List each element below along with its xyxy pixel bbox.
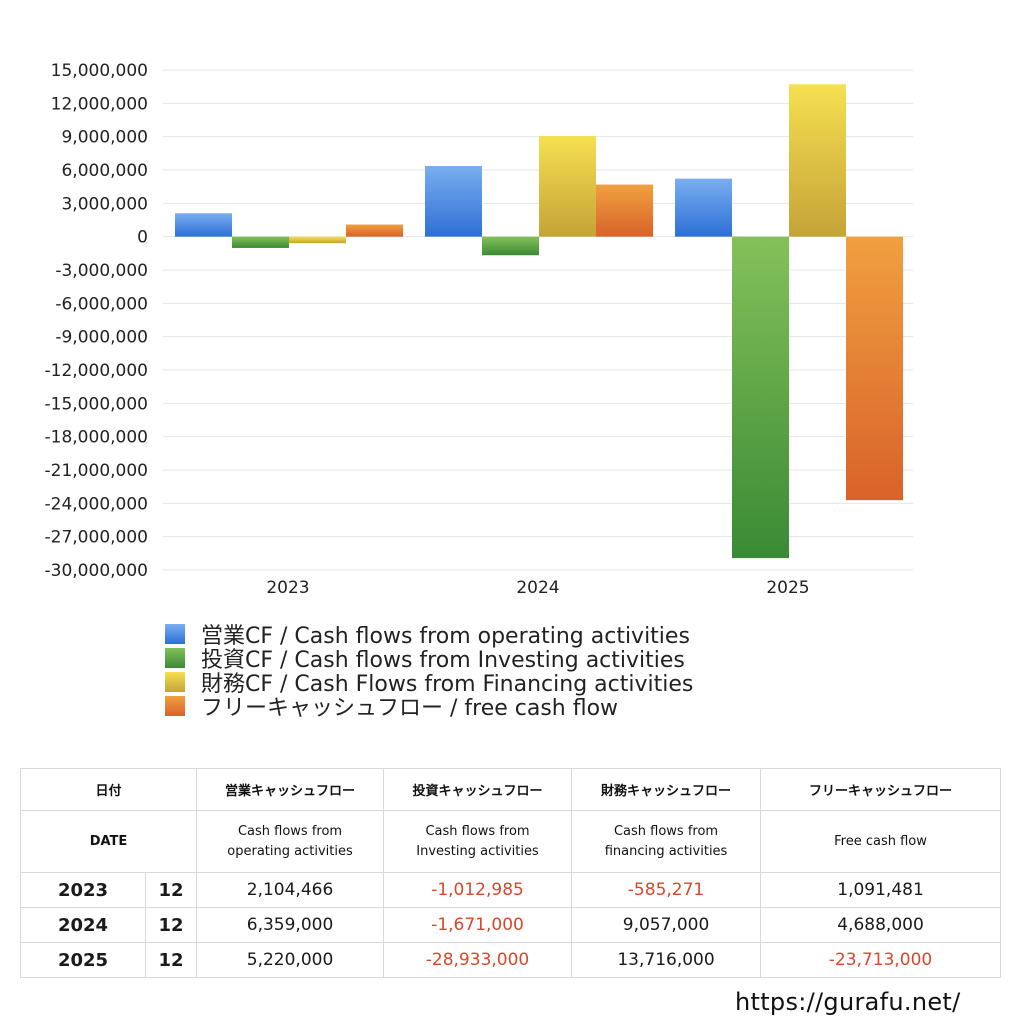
y-tick-label: 15,000,000 xyxy=(51,61,148,81)
site-url[interactable]: https://gurafu.net/ xyxy=(735,988,961,1016)
header-operating-en-line-1: Cash flows from xyxy=(237,823,343,839)
legend-item-free: フリーキャッシュフロー / free cash flow xyxy=(165,694,693,721)
header-financing-jp: 財務キャッシュフロー xyxy=(571,768,762,811)
y-tick-label: -3,000,000 xyxy=(55,261,148,281)
bar xyxy=(596,184,653,237)
bar xyxy=(732,236,789,559)
legend-label-free: フリーキャッシュフロー / free cash flow xyxy=(201,696,619,721)
x-axis-ticks: 2023 2024 2025 xyxy=(266,578,809,598)
x-tick-label: 2024 xyxy=(516,578,559,598)
header-financing-en: Cash flows from financing activities xyxy=(571,810,762,873)
legend-item-operating: 営業CF / Cash flows from operating activit… xyxy=(165,622,693,649)
y-tick-label: 0 xyxy=(137,228,148,248)
x-tick-label: 2023 xyxy=(266,578,309,598)
row-free: 4,688,000 xyxy=(760,907,1002,943)
header-financing-en-line-1: Cash flows from xyxy=(613,823,719,839)
y-tick-label: 3,000,000 xyxy=(61,194,148,214)
table-row: 2025 12 5,220,000 -28,933,000 13,716,000… xyxy=(20,942,1002,978)
row-month: 12 xyxy=(144,872,198,908)
table-header-en: DATE Cash flows from operating activities… xyxy=(19,810,1002,873)
legend-item-investing: 投資CF / Cash flows from Investing activit… xyxy=(165,646,693,673)
row-month: 12 xyxy=(144,942,198,978)
header-investing-en: Cash flows from Investing activities xyxy=(383,810,573,873)
x-tick-label: 2025 xyxy=(766,578,809,598)
row-investing: -28,933,000 xyxy=(383,942,573,978)
legend-swatch-free xyxy=(165,696,185,716)
bar xyxy=(846,236,903,501)
row-year: 2024 xyxy=(20,907,146,943)
y-tick-label: -24,000,000 xyxy=(45,494,148,514)
header-free-en-line-1: Free cash flow xyxy=(834,833,927,849)
bar xyxy=(789,84,846,237)
y-tick-label: -9,000,000 xyxy=(55,328,148,348)
y-tick-label: -12,000,000 xyxy=(45,361,148,381)
header-operating-en: Cash flows from operating activities xyxy=(196,810,385,873)
header-date-en: DATE xyxy=(19,810,198,873)
row-month: 12 xyxy=(144,907,198,943)
header-investing-jp: 投資キャッシュフロー xyxy=(383,768,573,811)
legend-label-financing: 財務CF / Cash Flows from Financing activit… xyxy=(201,672,694,697)
row-operating: 2,104,466 xyxy=(196,872,385,908)
y-tick-label: -6,000,000 xyxy=(55,294,148,314)
table-row: 2024 12 6,359,000 -1,671,000 9,057,000 4… xyxy=(20,907,1002,943)
row-free: -23,713,000 xyxy=(760,942,1002,978)
legend-swatch-operating xyxy=(165,624,185,644)
y-tick-label: -27,000,000 xyxy=(45,528,148,548)
row-investing: -1,671,000 xyxy=(383,907,573,943)
header-investing-en-line-1: Cash flows from xyxy=(425,823,530,839)
row-year: 2025 xyxy=(20,942,146,978)
y-tick-label: -18,000,000 xyxy=(45,428,148,448)
row-year: 2023 xyxy=(20,872,146,908)
bars xyxy=(175,84,903,559)
header-investing-en-line-2: Investing activities xyxy=(416,843,539,859)
y-tick-label: 9,000,000 xyxy=(61,128,148,148)
y-tick-label: -30,000,000 xyxy=(45,561,148,581)
y-tick-label: -21,000,000 xyxy=(45,461,148,481)
y-axis-ticks: 15,000,000 12,000,000 9,000,000 6,000,000 3,… xyxy=(45,61,148,581)
legend-swatch-investing xyxy=(165,648,185,668)
row-financing: 13,716,000 xyxy=(571,942,762,978)
legend-item-financing: 財務CF / Cash Flows from Financing activit… xyxy=(165,670,693,697)
row-operating: 6,359,000 xyxy=(196,907,385,943)
y-tick-label: 6,000,000 xyxy=(61,161,148,181)
bar xyxy=(289,236,346,244)
bar xyxy=(346,224,403,237)
y-tick-label: 12,000,000 xyxy=(51,94,148,114)
table-header-jp: 日付 営業キャッシュフロー 投資キャッシュフロー 財務キャッシュフロー フリーキ… xyxy=(19,768,1002,811)
legend: 営業CF / Cash flows from operating activit… xyxy=(165,622,693,721)
row-free: 1,091,481 xyxy=(760,872,1002,908)
row-operating: 5,220,000 xyxy=(196,942,385,978)
header-date-jp: 日付 xyxy=(19,768,198,811)
row-financing: -585,271 xyxy=(571,872,762,908)
bar xyxy=(539,136,596,237)
bar xyxy=(675,178,732,237)
bar xyxy=(232,236,289,248)
legend-swatch-financing xyxy=(165,672,185,692)
y-tick-label: -15,000,000 xyxy=(45,394,148,414)
header-free-en: Free cash flow xyxy=(760,810,1002,873)
table-row: 2023 12 2,104,466 -1,012,985 -585,271 1,… xyxy=(20,872,1002,908)
header-operating-jp: 営業キャッシュフロー xyxy=(196,768,385,811)
header-operating-en-line-2: operating activities xyxy=(227,843,353,859)
header-free-jp: フリーキャッシュフロー xyxy=(760,768,1002,811)
header-financing-en-line-2: financing activities xyxy=(604,843,728,859)
legend-label-investing: 投資CF / Cash flows from Investing activit… xyxy=(201,648,685,673)
legend-label-operating: 営業CF / Cash flows from operating activit… xyxy=(201,624,690,649)
row-investing: -1,012,985 xyxy=(383,872,573,908)
bar xyxy=(482,236,539,256)
cash-flow-table: 日付 営業キャッシュフロー 投資キャッシュフロー 財務キャッシュフロー フリーキ… xyxy=(19,768,1002,978)
bar xyxy=(175,213,232,237)
bar-chart: 15,000,000 12,000,000 9,000,000 6,000,000 3,… xyxy=(45,61,913,598)
header-date-en-line-1: DATE xyxy=(89,833,128,849)
row-financing: 9,057,000 xyxy=(571,907,762,943)
bar xyxy=(425,166,482,237)
